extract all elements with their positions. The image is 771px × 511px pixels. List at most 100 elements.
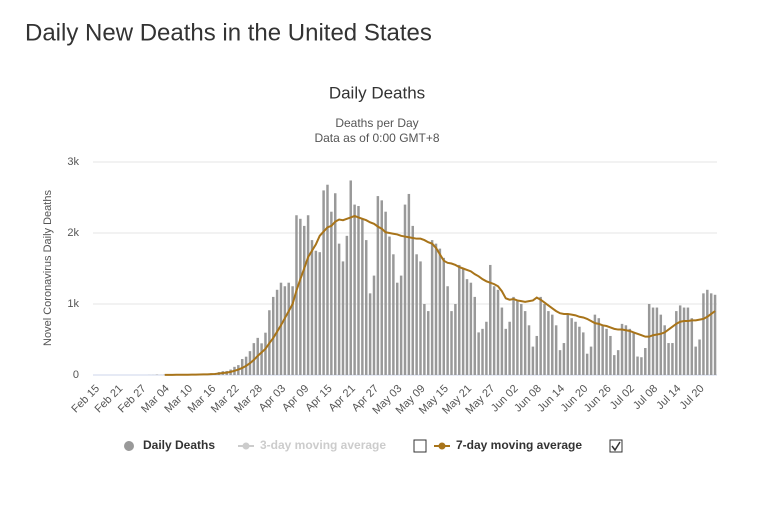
bar — [349, 180, 352, 375]
y-axis-label: Novel Coronavirus Daily Deaths — [42, 190, 54, 346]
bar — [578, 326, 581, 375]
bar — [271, 296, 275, 375]
checkmark — [611, 441, 621, 452]
bar — [283, 286, 287, 375]
bar — [582, 332, 585, 375]
bar — [477, 332, 480, 375]
y-tick-label: 2k — [67, 227, 79, 239]
bar — [690, 318, 694, 375]
bar — [427, 311, 430, 375]
y-tick-label: 3k — [67, 156, 79, 168]
bar — [396, 282, 399, 375]
bar — [322, 190, 325, 375]
bar — [508, 321, 511, 375]
bar — [682, 307, 686, 375]
bar — [295, 215, 298, 375]
legend-label[interactable]: 7-day moving average — [456, 438, 582, 452]
chart-title: Daily Deaths — [329, 83, 425, 102]
bar — [419, 261, 422, 375]
bar — [399, 275, 403, 375]
bar — [376, 196, 380, 375]
bar — [574, 321, 577, 375]
bar — [430, 240, 434, 375]
bar — [527, 325, 531, 375]
bar — [651, 307, 655, 375]
legend-label[interactable]: 3-day moving average — [260, 438, 386, 452]
legend-label[interactable]: Daily Deaths — [143, 438, 215, 452]
bar — [450, 311, 453, 375]
bar — [613, 355, 616, 375]
bar — [671, 343, 674, 375]
bar — [337, 243, 341, 375]
bar — [636, 356, 639, 375]
page-title: Daily New Deaths in the United States — [25, 19, 432, 46]
bar — [616, 350, 620, 375]
bar — [702, 293, 705, 375]
y-tick-label: 1k — [67, 298, 79, 310]
bar — [442, 257, 445, 375]
chart-note: Data as of 0:00 GMT+8 — [314, 131, 439, 145]
bar — [388, 236, 391, 375]
bar — [531, 346, 535, 375]
bar — [512, 296, 515, 375]
bar — [647, 304, 651, 375]
bar — [411, 225, 414, 375]
bar — [403, 204, 407, 375]
bar — [469, 282, 473, 375]
bar — [558, 350, 562, 375]
bar — [434, 243, 438, 375]
bar — [461, 268, 465, 375]
bar — [601, 325, 604, 375]
bar — [632, 332, 635, 375]
checkbox[interactable] — [413, 439, 427, 453]
bar — [260, 343, 263, 375]
bar — [655, 307, 659, 375]
bar — [326, 184, 329, 375]
line-series — [164, 214, 716, 376]
bar — [299, 218, 302, 375]
bar — [667, 343, 670, 375]
bar — [465, 279, 469, 375]
bar — [353, 204, 356, 375]
bar — [551, 314, 554, 375]
chart-subtitle: Deaths per Day — [335, 116, 418, 130]
bar — [713, 294, 717, 375]
bar — [446, 286, 449, 375]
bar — [640, 357, 643, 375]
bar — [547, 311, 550, 375]
bar — [287, 282, 290, 375]
bar — [392, 254, 395, 375]
bar — [473, 296, 477, 375]
bar — [264, 332, 267, 375]
checkbox[interactable] — [609, 439, 623, 453]
bar — [539, 296, 542, 375]
bar — [543, 304, 546, 375]
bar — [585, 353, 589, 375]
bar — [566, 314, 570, 375]
bar — [686, 307, 690, 375]
bar — [492, 286, 496, 375]
x-tick-label: Jul 02 — [608, 383, 637, 412]
bar — [489, 264, 492, 375]
bar — [504, 328, 508, 375]
bar — [279, 282, 283, 375]
bar — [481, 328, 484, 375]
x-tick-label: Jul 14 — [654, 383, 683, 412]
bar — [535, 335, 539, 375]
bar — [624, 325, 628, 375]
bar — [628, 328, 632, 375]
bar — [310, 240, 314, 375]
bar — [675, 311, 678, 375]
bar — [361, 218, 364, 375]
bar — [554, 325, 558, 375]
x-tick-label: Jul 20 — [677, 383, 706, 412]
bar — [500, 307, 504, 375]
legend-marker — [438, 442, 446, 450]
bar — [706, 289, 709, 375]
bar — [384, 211, 387, 375]
legend-marker — [124, 441, 134, 451]
bar — [520, 304, 523, 375]
bar — [291, 286, 294, 375]
